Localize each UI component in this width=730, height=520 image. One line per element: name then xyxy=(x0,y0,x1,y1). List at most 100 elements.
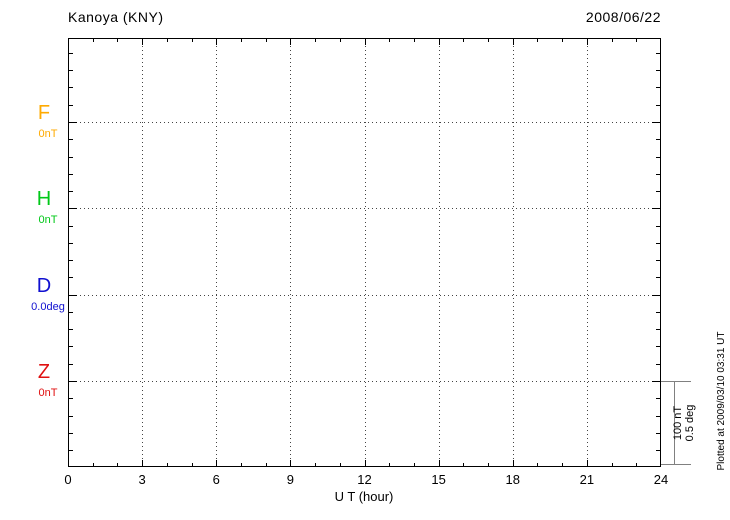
station-title: Kanoya (KNY) xyxy=(68,9,164,25)
top-axis-tick-19 xyxy=(537,38,539,42)
grid-vline-3 xyxy=(142,38,144,467)
x-tick-label-18: 18 xyxy=(505,472,520,487)
bottom-axis-tick-20 xyxy=(562,463,564,467)
right-axis-minor-tick xyxy=(656,70,661,72)
grid-vline-21 xyxy=(586,38,588,467)
channel-baseline-value-H: 0nT xyxy=(38,214,58,227)
channel-letter-D: D xyxy=(36,274,52,297)
left-axis-minor-tick xyxy=(68,173,73,175)
channel-letter-Z: Z xyxy=(37,360,51,383)
bottom-axis-tick-9 xyxy=(290,460,292,467)
x-tick-label-12: 12 xyxy=(357,472,372,487)
right-axis-minor-tick xyxy=(656,415,661,417)
left-axis-minor-tick xyxy=(68,70,73,72)
grid-vline-18 xyxy=(512,38,514,467)
top-axis-tick-11 xyxy=(339,38,341,42)
grid-vline-15 xyxy=(438,38,440,467)
left-axis-major-tick xyxy=(68,380,77,382)
left-axis-minor-tick xyxy=(68,432,73,434)
right-axis-major-tick xyxy=(652,122,661,123)
bottom-axis-tick-13 xyxy=(389,463,391,467)
bottom-axis-tick-2 xyxy=(117,463,119,467)
top-axis-tick-10 xyxy=(315,38,317,42)
top-axis-tick-3 xyxy=(142,38,144,45)
right-axis-minor-tick xyxy=(656,346,661,348)
left-axis-minor-tick xyxy=(68,363,73,365)
top-axis-tick-8 xyxy=(265,38,267,42)
top-axis-tick-7 xyxy=(240,38,242,42)
left-axis-minor-tick xyxy=(68,87,73,89)
scale-bar-label: 100 nT 0.5 deg xyxy=(672,405,696,442)
channel-baseline-value-D: 0.0deg xyxy=(31,300,65,313)
top-axis-tick-18 xyxy=(512,38,514,45)
right-axis-minor-tick xyxy=(656,104,661,106)
right-axis-major-tick xyxy=(652,294,661,296)
top-axis-tick-23 xyxy=(636,38,638,42)
bottom-axis-tick-14 xyxy=(413,463,415,467)
top-axis-tick-14 xyxy=(413,38,415,42)
left-axis-minor-tick xyxy=(68,311,73,313)
right-axis-major-tick xyxy=(652,380,661,382)
left-axis-minor-tick xyxy=(68,242,73,244)
baseline-F xyxy=(68,122,661,123)
scale-bar-label-deg: 0.5 deg xyxy=(684,404,696,442)
scale-bar-top-cap xyxy=(661,381,691,382)
right-axis-minor-tick xyxy=(656,52,661,54)
right-axis-minor-tick xyxy=(656,191,661,193)
bottom-axis-tick-16 xyxy=(463,463,465,467)
right-axis-minor-tick xyxy=(656,311,661,313)
left-axis-minor-tick xyxy=(68,191,73,193)
right-axis-minor-tick xyxy=(656,242,661,244)
x-tick-label-15: 15 xyxy=(431,472,446,487)
right-axis-minor-tick xyxy=(656,398,661,400)
left-axis-minor-tick xyxy=(68,415,73,417)
channel-baseline-value-F: 0nT xyxy=(38,128,58,140)
left-axis-minor-tick xyxy=(68,450,73,452)
top-axis-tick-6 xyxy=(216,38,218,45)
channel-letter-H: H xyxy=(36,188,52,211)
grid-vline-9 xyxy=(290,38,292,467)
grid-vline-6 xyxy=(216,38,218,467)
x-tick-label-9: 9 xyxy=(286,472,294,487)
scale-bar-bottom-cap xyxy=(661,464,691,465)
x-tick-label-3: 3 xyxy=(138,472,146,487)
bottom-axis-tick-15 xyxy=(438,460,440,467)
right-axis-minor-tick xyxy=(656,173,661,175)
left-axis-minor-tick xyxy=(68,346,73,348)
x-tick-label-24: 24 xyxy=(653,472,669,487)
x-tick-label-21: 21 xyxy=(579,472,595,487)
baseline-H xyxy=(68,208,661,210)
bottom-axis-tick-7 xyxy=(240,463,242,467)
top-axis-tick-13 xyxy=(389,38,391,42)
x-tick-label-0: 0 xyxy=(64,472,72,487)
bottom-axis-tick-6 xyxy=(216,460,218,467)
right-axis-minor-tick xyxy=(656,87,661,89)
bottom-axis-tick-12 xyxy=(364,460,366,467)
bottom-axis-tick-8 xyxy=(265,463,267,467)
scale-bar-line xyxy=(674,381,675,465)
top-axis-tick-21 xyxy=(586,38,588,45)
bottom-axis-tick-3 xyxy=(142,460,144,467)
right-axis-minor-tick xyxy=(656,450,661,452)
date-label: 2008/06/22 xyxy=(585,9,661,25)
top-axis-tick-9 xyxy=(290,38,292,45)
bottom-axis-tick-17 xyxy=(488,463,490,467)
right-axis-minor-tick xyxy=(656,156,661,158)
top-axis-tick-2 xyxy=(117,38,119,42)
right-axis-major-tick xyxy=(652,208,661,210)
bottom-axis-tick-5 xyxy=(191,463,193,467)
bottom-axis-tick-4 xyxy=(166,463,168,467)
left-axis-minor-tick xyxy=(68,52,73,54)
baseline-Z xyxy=(68,380,661,382)
top-axis-tick-20 xyxy=(562,38,564,42)
top-axis-tick-17 xyxy=(488,38,490,42)
right-axis-minor-tick xyxy=(656,139,661,141)
scale-bar-label-nt: 100 nT xyxy=(672,405,684,441)
left-axis-major-tick xyxy=(68,122,77,123)
channel-baseline-value-Z: 0nT xyxy=(38,386,58,399)
right-axis-minor-tick xyxy=(656,225,661,227)
bottom-axis-tick-19 xyxy=(537,463,539,467)
bottom-axis-tick-10 xyxy=(315,463,317,467)
left-axis-minor-tick xyxy=(68,225,73,227)
